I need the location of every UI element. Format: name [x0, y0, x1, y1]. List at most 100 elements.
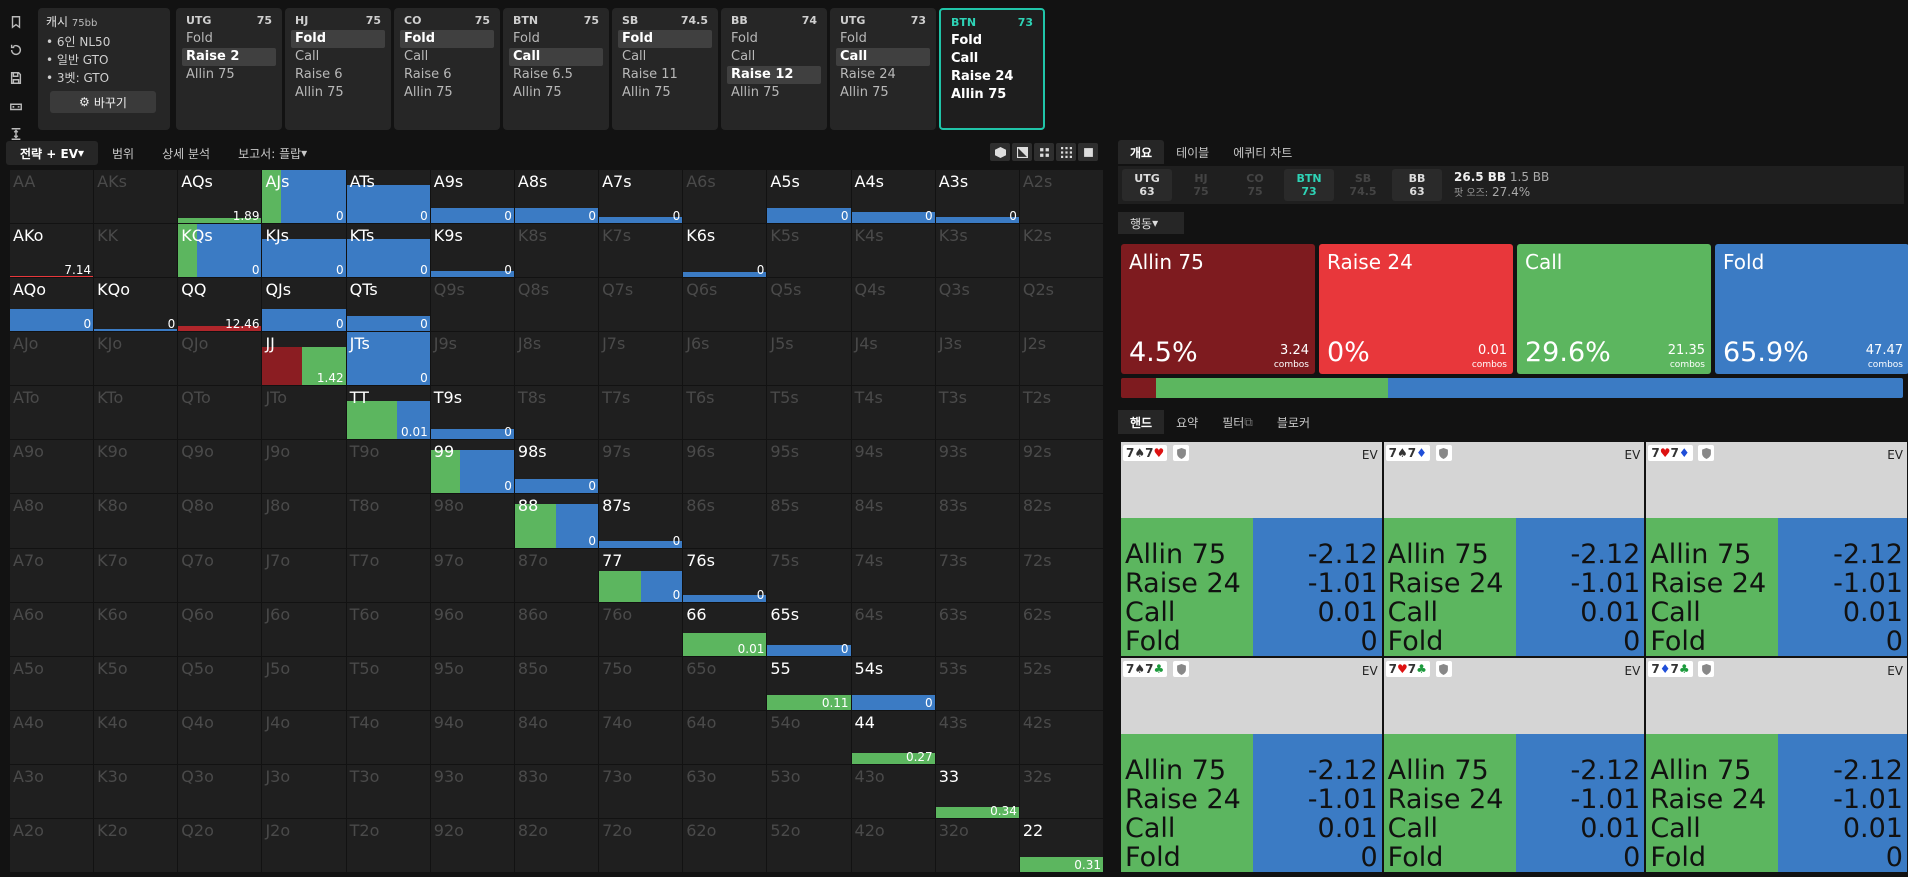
position-card-co[interactable]: CO 75 Fold Call Raise 6 Allin 75 — [394, 8, 500, 130]
report-dropdown[interactable]: 보고서: 플랍 ▾ — [238, 146, 308, 161]
position-option[interactable]: Allin 75 — [622, 85, 671, 100]
hand-cell-QTs[interactable]: QTs 0 — [346, 278, 430, 332]
hand-cell-32o[interactable]: 32o — [935, 818, 1019, 872]
hand-cell-K5s[interactable]: K5s — [767, 224, 851, 278]
hand-cell-QQ[interactable]: QQ 12.46 — [178, 278, 262, 332]
hand-cell-86o[interactable]: 86o — [514, 602, 599, 656]
position-option[interactable]: Call — [951, 51, 979, 66]
action-box-raise-24[interactable]: Raise 24 0% 0.01 combos — [1319, 244, 1513, 374]
hand-cell-95o[interactable]: 95o — [430, 656, 514, 710]
position-card-btn[interactable]: BTN 73 Fold Call Raise 24 Allin 75 — [939, 8, 1045, 130]
hand-cell-84o[interactable]: 84o — [514, 710, 599, 764]
hand-cell-52s[interactable]: 52s — [1019, 656, 1103, 710]
action-dropdown[interactable]: 행동 ▾ — [1118, 212, 1184, 234]
shield-icon[interactable] — [1435, 661, 1452, 677]
hand-cell-J6s[interactable]: J6s — [683, 332, 767, 386]
hand-cell-84s[interactable]: 84s — [851, 494, 935, 548]
tab-detail[interactable]: 상세 분석 — [162, 146, 211, 161]
hand-cell-QTo[interactable]: QTo — [178, 386, 262, 440]
position-option[interactable]: Raise 2 — [182, 48, 276, 66]
hand-cell-A6o[interactable]: A6o — [10, 602, 94, 656]
hand-cell-T6o[interactable]: T6o — [346, 602, 430, 656]
tab-filter[interactable]: 필터 ⧉ — [1222, 414, 1253, 430]
position-option[interactable]: Raise 12 — [727, 66, 821, 84]
hand-cell-Q6s[interactable]: Q6s — [683, 278, 767, 332]
bookmark-icon[interactable] — [9, 14, 23, 33]
hand-cell-64o[interactable]: 64o — [683, 710, 767, 764]
position-option[interactable]: Fold — [400, 30, 494, 48]
player-bb[interactable]: BB 63 — [1392, 169, 1442, 201]
hand-cell-76s[interactable]: 76s 0 — [683, 548, 767, 602]
hand-cell-97o[interactable]: 97o — [430, 548, 514, 602]
hand-cell-85s[interactable]: 85s — [767, 494, 851, 548]
hand-cell-33[interactable]: 33 0.34 — [935, 764, 1019, 818]
grid-icon[interactable] — [1056, 143, 1076, 161]
hand-cell-K7s[interactable]: K7s — [599, 224, 683, 278]
hand-cell-K8o[interactable]: K8o — [94, 494, 178, 548]
hand-cell-K9o[interactable]: K9o — [94, 440, 178, 494]
position-option[interactable]: Allin 75 — [840, 85, 889, 100]
position-option[interactable]: Raise 24 — [840, 67, 896, 82]
hand-cell-A9o[interactable]: A9o — [10, 440, 94, 494]
hand-cell-KK[interactable]: KK — [94, 224, 178, 278]
hand-cell-J6o[interactable]: J6o — [262, 602, 346, 656]
hand-cell-A2o[interactable]: A2o — [10, 818, 94, 872]
hand-cell-T7s[interactable]: T7s — [599, 386, 683, 440]
hand-cell-QJs[interactable]: QJs 0 — [262, 278, 346, 332]
player-hj[interactable]: HJ 75 — [1193, 172, 1209, 198]
hand-cell-T5s[interactable]: T5s — [767, 386, 851, 440]
shield-icon[interactable] — [1698, 661, 1715, 677]
hand-cell-62s[interactable]: 62s — [1019, 602, 1103, 656]
hand-cell-Q4o[interactable]: Q4o — [178, 710, 262, 764]
action-box-allin-75[interactable]: Allin 75 4.5% 3.24 combos — [1121, 244, 1315, 374]
hand-cell-A9s[interactable]: A9s 0 — [430, 170, 514, 224]
hand-cell-76o[interactable]: 76o — [599, 602, 683, 656]
hand-cell-T8o[interactable]: T8o — [346, 494, 430, 548]
hand-cell-J8s[interactable]: J8s — [514, 332, 599, 386]
hand-cell-A6s[interactable]: A6s — [683, 170, 767, 224]
align-icon[interactable] — [9, 126, 23, 145]
compress-icon[interactable] — [1034, 143, 1054, 161]
hand-cell-A7s[interactable]: A7s 0 — [599, 170, 683, 224]
position-option[interactable]: Fold — [513, 31, 540, 46]
hand-cell-87s[interactable]: 87s 0 — [599, 494, 683, 548]
hand-cell-K7o[interactable]: K7o — [94, 548, 178, 602]
gamepad-icon[interactable] — [9, 98, 23, 117]
tab-equity-chart[interactable]: 에퀴티 차트 — [1233, 145, 1293, 160]
hand-cell-98s[interactable]: 98s 0 — [514, 440, 599, 494]
hand-cell-K6o[interactable]: K6o — [94, 602, 178, 656]
hand-cell-82o[interactable]: 82o — [514, 818, 599, 872]
hand-cell-AQo[interactable]: AQo 0 — [10, 278, 94, 332]
position-option[interactable]: Call — [731, 49, 756, 64]
hand-cell-J7o[interactable]: J7o — [262, 548, 346, 602]
hand-cell-94o[interactable]: 94o — [430, 710, 514, 764]
position-option[interactable]: Raise 6.5 — [513, 67, 573, 82]
tab-blockers[interactable]: 블로커 — [1276, 415, 1310, 430]
hand-cell-66[interactable]: 66 0.01 — [683, 602, 767, 656]
hand-cell-A3o[interactable]: A3o — [10, 764, 94, 818]
hand-cell-85o[interactable]: 85o — [514, 656, 599, 710]
hand-cell-J9o[interactable]: J9o — [262, 440, 346, 494]
hand-cell-AJo[interactable]: AJo — [10, 332, 94, 386]
hand-cell-54s[interactable]: 54s 0 — [851, 656, 935, 710]
position-option[interactable]: Fold — [731, 31, 758, 46]
hand-cell-22[interactable]: 22 0.31 — [1019, 818, 1103, 872]
hand-cell-83o[interactable]: 83o — [514, 764, 599, 818]
hand-cell-AQs[interactable]: AQs 1.89 — [178, 170, 262, 224]
hand-cell-K5o[interactable]: K5o — [94, 656, 178, 710]
hand-cell-T2o[interactable]: T2o — [346, 818, 430, 872]
position-option[interactable]: Allin 75 — [186, 67, 235, 82]
hand-cell-A4o[interactable]: A4o — [10, 710, 94, 764]
hand-cell-94s[interactable]: 94s — [851, 440, 935, 494]
tab-range[interactable]: 범위 — [112, 146, 135, 161]
hand-cell-Q2s[interactable]: Q2s — [1019, 278, 1103, 332]
hand-cell-J3s[interactable]: J3s — [935, 332, 1019, 386]
hand-cell-42s[interactable]: 42s — [1019, 710, 1103, 764]
hand-cell-73o[interactable]: 73o — [599, 764, 683, 818]
hand-cell-Q7o[interactable]: Q7o — [178, 548, 262, 602]
hand-cell-K2s[interactable]: K2s — [1019, 224, 1103, 278]
position-card-hj[interactable]: HJ 75 Fold Call Raise 6 Allin 75 — [285, 8, 391, 130]
hand-cell-65s[interactable]: 65s 0 — [767, 602, 851, 656]
hand-cell-Q7s[interactable]: Q7s — [599, 278, 683, 332]
position-card-bb[interactable]: BB 74 Fold Call Raise 12 Allin 75 — [721, 8, 827, 130]
